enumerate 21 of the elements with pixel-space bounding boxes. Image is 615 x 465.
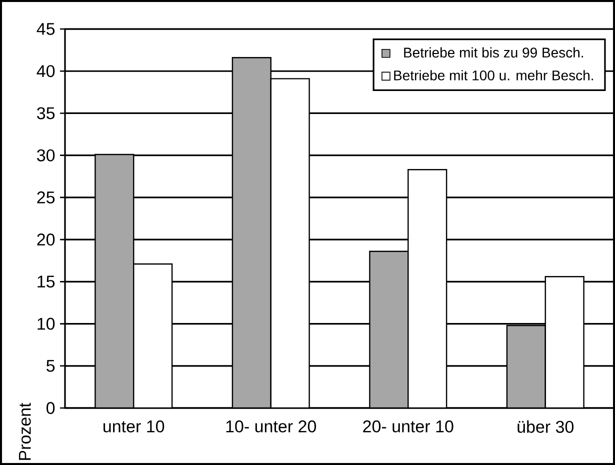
bar (94, 154, 134, 408)
legend-label: Betriebe mit 100 u. mehr Besch. (394, 70, 593, 80)
bar (232, 57, 272, 408)
y-tick-label: 25 (37, 191, 55, 204)
y-axis-title: Prozent (19, 402, 31, 460)
y-tick-label: 45 (36, 23, 55, 35)
y-tick-label: 15 (38, 276, 55, 288)
y-tick-label: 5 (46, 360, 55, 372)
y-tick-label: 0 (46, 402, 55, 414)
legend-label: Betriebe mit bis zu 99 Besch. (404, 47, 584, 58)
x-tick-label: 20- unter 10 (363, 420, 454, 432)
y-tick-label: 40 (36, 65, 55, 78)
y-tick-label: 20 (37, 234, 55, 246)
x-tick-label: unter 10 (104, 420, 164, 432)
bar (369, 250, 409, 408)
y-tick-label: 30 (37, 149, 55, 162)
y-tick-label: 10 (38, 318, 55, 330)
y-tick-label: 35 (37, 107, 55, 120)
bar (506, 324, 546, 408)
x-tick-label: 10- unter 20 (226, 420, 316, 432)
x-tick-label: über 30 (518, 420, 574, 433)
